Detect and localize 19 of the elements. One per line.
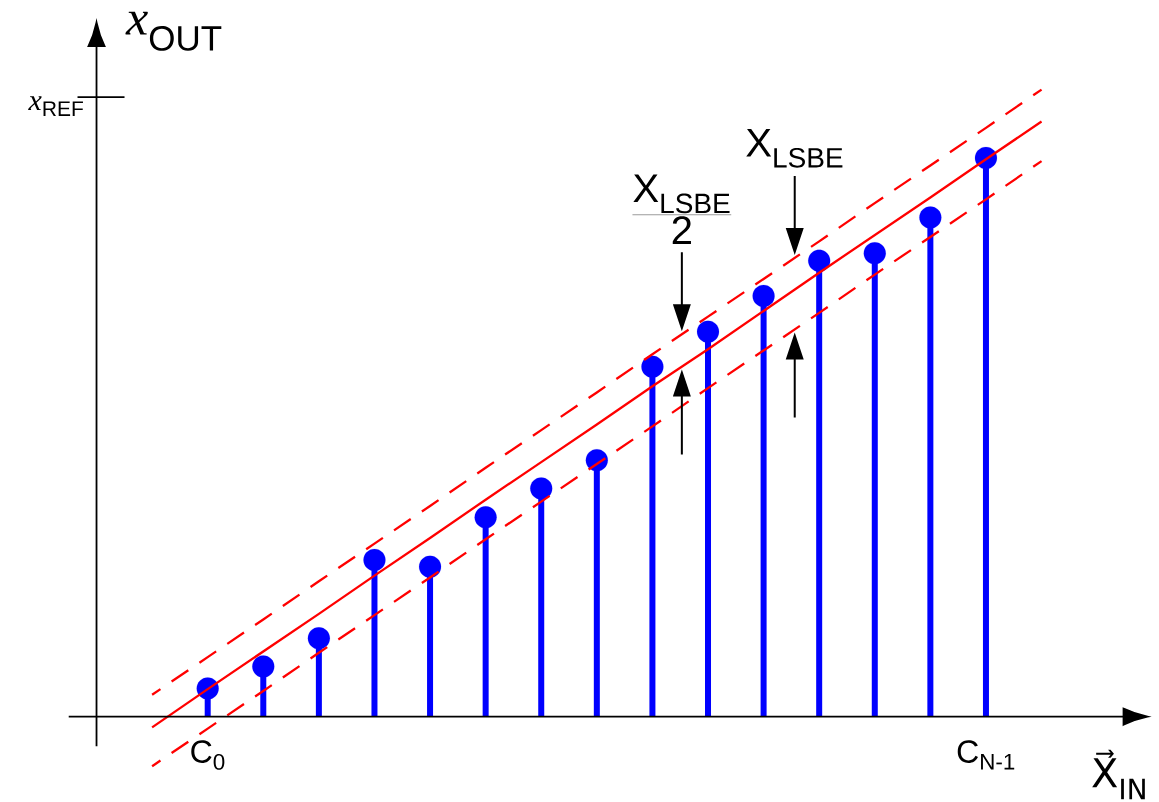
annotation: $\frac{\mathrm{X}_{\mathrm{LSBE}}}{\mathrm{2}}$ — [632, 174, 732, 245]
y-axis-title: x$_{OUT}$ — [125, 11, 222, 51]
x-axis-title: X⃗$_{IN}$ — [1092, 749, 1145, 800]
point — [474, 506, 497, 529]
point — [307, 627, 330, 650]
point — [863, 242, 886, 265]
point — [419, 555, 442, 578]
ref-line-label: x$_{REF}$ — [28, 96, 83, 116]
point — [696, 320, 720, 343]
point — [641, 355, 664, 378]
point — [808, 249, 831, 272]
annotation: $\mathrm{X}_{\mathrm{LSBE}}$ — [746, 128, 843, 168]
point — [363, 548, 386, 571]
x-tick-label: C$_{N-1}$ — [957, 740, 1015, 770]
point — [919, 206, 942, 229]
point — [530, 477, 553, 500]
x-tick-label: C$_{0}$ — [191, 740, 225, 770]
point — [752, 284, 775, 307]
point — [252, 655, 275, 678]
